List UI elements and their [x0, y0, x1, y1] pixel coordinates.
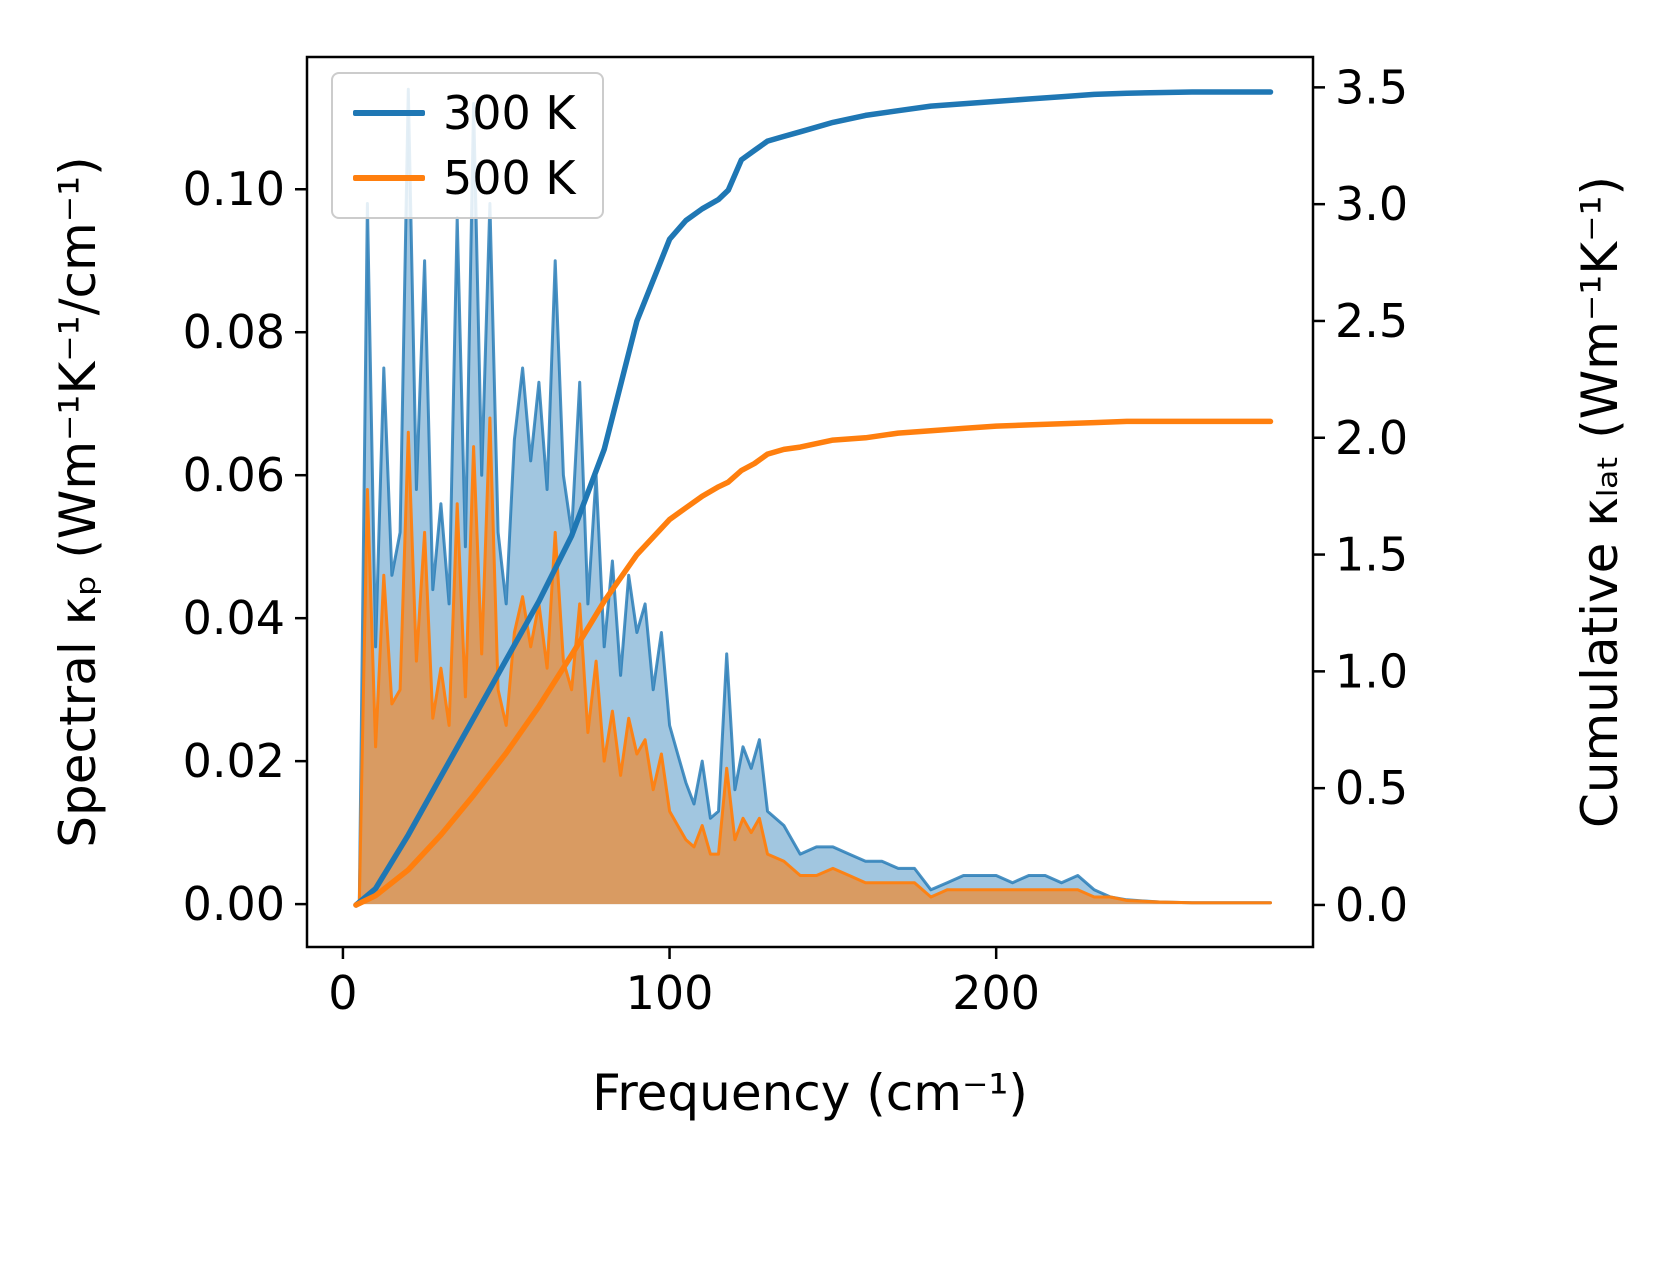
y-left-tick-label: 0.02	[183, 734, 285, 788]
axes-frame	[305, 55, 1315, 949]
x-axis-label: Frequency (cm⁻¹)	[592, 1064, 1028, 1122]
500-k-spectral-line	[357, 416, 1272, 906]
300-k-spectral-line	[357, 87, 1272, 906]
y-axis-label-left: Spectral κₚ (Wm⁻¹K⁻¹/cm⁻¹)	[49, 156, 107, 848]
x-tick-label: 0	[328, 966, 357, 1020]
y-right-tick-label: 3.0	[1335, 177, 1408, 231]
legend-label-300k: 300 K	[443, 86, 576, 140]
y-right-tick-label: 1.5	[1335, 528, 1408, 582]
y-left-tick-label: 0.06	[183, 448, 285, 502]
legend-line-300k	[353, 110, 425, 117]
legend-entry-300k: 300 K	[353, 88, 576, 139]
legend-line-500k	[353, 174, 425, 181]
legend-label-500k: 500 K	[443, 150, 576, 205]
y-axis-label-right: Cumulative κₗₐₜ (Wm⁻¹K⁻¹)	[1571, 175, 1629, 829]
y-right-tick-label: 0.5	[1335, 761, 1408, 815]
y-right-tick-label: 0.0	[1335, 878, 1408, 932]
y-left-tick-label: 0.04	[183, 591, 285, 645]
y-right-tick-label: 2.0	[1335, 411, 1408, 465]
y-left-tick-label: 0.00	[183, 877, 285, 931]
500-k-spectral-area	[359, 418, 1271, 905]
y-right-tick-label: 1.0	[1335, 644, 1408, 698]
500-k-cumulative-line	[353, 418, 1274, 908]
legend: 300 K 500 K	[331, 72, 604, 220]
y-right-tick-label: 2.5	[1335, 294, 1408, 348]
300-k-cumulative-line	[353, 89, 1274, 908]
plot-area	[353, 87, 1274, 908]
legend-entry-500k: 500 K	[353, 150, 576, 205]
y-right-tick-label: 3.5	[1335, 60, 1408, 114]
x-tick-label: 100	[626, 966, 714, 1020]
y-left-tick-label: 0.08	[183, 305, 285, 359]
x-tick-label: 200	[952, 966, 1040, 1020]
y-left-tick-label: 0.10	[183, 162, 285, 216]
